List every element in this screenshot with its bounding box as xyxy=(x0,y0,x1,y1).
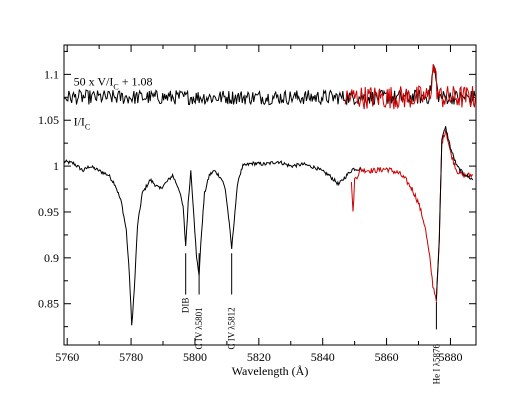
x-tick-label: 5840 xyxy=(311,350,335,364)
x-axis-label: Wavelength (Å) xyxy=(232,364,309,378)
y-tick-label: 1.1 xyxy=(44,67,59,81)
y-tick-label: 0.85 xyxy=(38,297,59,311)
intensity-series-line xyxy=(350,129,474,302)
y-tick-label: 0.9 xyxy=(44,251,59,265)
intensity-series-line xyxy=(63,159,362,326)
stokes-v-layer xyxy=(63,64,476,110)
stokes-v-red-line xyxy=(344,64,476,110)
plot-frame xyxy=(63,44,477,346)
y-tick-label: 0.95 xyxy=(38,205,59,219)
x-tick-label: 5820 xyxy=(247,350,271,364)
x-tick-label: 5880 xyxy=(438,350,462,364)
x-tick-label: 5800 xyxy=(183,350,207,364)
stokes-v-label: 50 x V/IC + 1.08 xyxy=(74,74,153,91)
y-tick-label: 1 xyxy=(53,159,59,173)
x-tick-label: 5780 xyxy=(119,350,143,364)
line-id-label: DIB xyxy=(181,298,191,314)
x-tick-label: 5760 xyxy=(55,350,79,364)
y-axis: 0.85 0.9 0.95 1 1.05 1.1 xyxy=(38,50,476,328)
line-id-label: C IV λ5812 xyxy=(227,307,237,349)
intensity-series-line xyxy=(435,126,474,300)
line-id-label: C IV λ5801 xyxy=(194,307,204,349)
x-axis: 5760 5780 5800 5820 5840 5860 5880 xyxy=(55,45,462,364)
stokes-i-label: I/IC xyxy=(74,115,91,132)
line-id-label: He I λ5876 xyxy=(431,344,441,385)
series-layer xyxy=(63,126,474,326)
y-tick-label: 1.05 xyxy=(38,113,59,127)
x-tick-label: 5860 xyxy=(375,350,399,364)
